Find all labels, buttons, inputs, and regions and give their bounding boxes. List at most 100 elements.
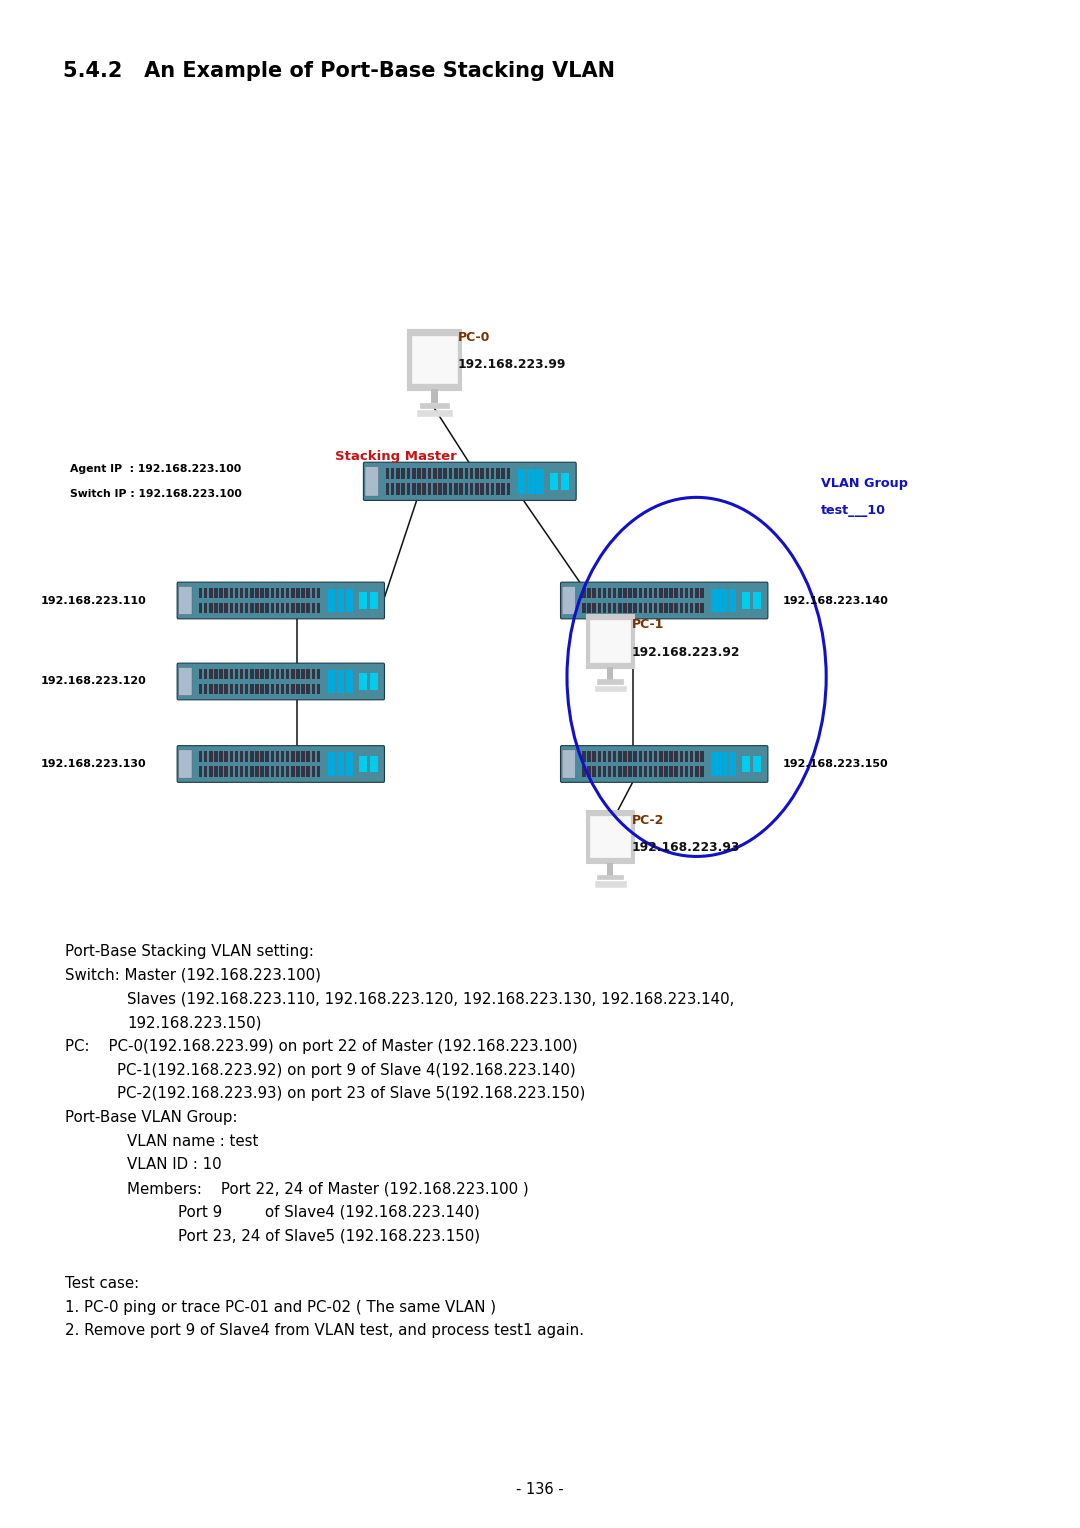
Bar [588, 766, 591, 776]
Bar [674, 752, 678, 762]
Bar [307, 602, 310, 613]
Bar [490, 468, 495, 480]
Bar [316, 683, 321, 694]
Bar [337, 752, 345, 776]
Bar [649, 588, 652, 599]
Text: PC-1(192.168.223.92) on port 9 of Slave 4(192.168.223.140): PC-1(192.168.223.92) on port 9 of Slave … [117, 1063, 576, 1077]
Bar [603, 588, 606, 599]
Bar [459, 483, 463, 495]
Bar [608, 588, 611, 599]
Bar [281, 766, 284, 776]
Bar [422, 483, 426, 495]
Bar [608, 602, 611, 613]
Bar [291, 602, 295, 613]
Bar [245, 766, 248, 776]
Bar [638, 752, 643, 762]
Bar [245, 683, 248, 694]
Bar [679, 752, 684, 762]
Bar [613, 588, 617, 599]
Bar [214, 766, 218, 776]
Bar [271, 683, 274, 694]
Bar [582, 588, 585, 599]
Bar [654, 752, 658, 762]
Bar [311, 602, 315, 613]
Bar [260, 669, 264, 680]
Bar [245, 669, 248, 680]
Bar [229, 669, 233, 680]
Bar [700, 602, 704, 613]
Bar [337, 669, 345, 694]
Bar [690, 752, 693, 762]
Bar [271, 669, 274, 680]
Bar [286, 752, 289, 762]
Bar [199, 669, 202, 680]
Bar [370, 672, 378, 689]
Bar [210, 602, 213, 613]
Bar [391, 483, 394, 495]
Bar [281, 602, 284, 613]
Bar [464, 468, 468, 480]
Bar [229, 683, 233, 694]
Bar [690, 588, 693, 599]
Bar [255, 669, 259, 680]
Bar [654, 588, 658, 599]
Bar [592, 602, 596, 613]
Text: PC-1: PC-1 [632, 617, 664, 631]
Bar [433, 483, 436, 495]
Bar [407, 483, 410, 495]
Bar [229, 766, 233, 776]
Bar [696, 752, 699, 762]
Bar [240, 669, 243, 680]
FancyBboxPatch shape [177, 746, 384, 782]
Bar [240, 683, 243, 694]
Bar [592, 752, 596, 762]
Bar [597, 752, 602, 762]
Bar [219, 669, 222, 680]
Bar [214, 602, 218, 613]
Text: - 136 -: - 136 - [516, 1482, 564, 1497]
Bar [396, 468, 400, 480]
Bar [346, 669, 353, 694]
Bar [386, 483, 389, 495]
FancyBboxPatch shape [178, 587, 192, 614]
Bar [679, 766, 684, 776]
Bar [644, 766, 647, 776]
Bar [618, 602, 622, 613]
Bar [613, 766, 617, 776]
Bar [255, 588, 259, 599]
Bar [275, 752, 280, 762]
Bar [370, 756, 378, 772]
Bar [291, 588, 295, 599]
Bar [359, 756, 366, 772]
Bar [249, 752, 254, 762]
Bar [670, 752, 673, 762]
Bar [674, 766, 678, 776]
Bar [275, 588, 280, 599]
Bar [679, 588, 684, 599]
Bar [459, 468, 463, 480]
Text: Test case:: Test case: [65, 1276, 139, 1291]
Bar [664, 588, 667, 599]
Bar [214, 683, 218, 694]
Bar [234, 683, 239, 694]
Bar [229, 588, 233, 599]
FancyBboxPatch shape [561, 582, 768, 619]
Text: 192.168.223.130: 192.168.223.130 [41, 759, 147, 769]
Bar [475, 468, 478, 480]
Bar [301, 766, 305, 776]
Text: Port-Base VLAN Group:: Port-Base VLAN Group: [65, 1109, 238, 1125]
Bar [444, 468, 447, 480]
Bar [588, 752, 591, 762]
Bar [225, 588, 228, 599]
Text: Port 23, 24 of Slave5 (192.168.223.150): Port 23, 24 of Slave5 (192.168.223.150) [178, 1229, 481, 1244]
Bar [402, 468, 405, 480]
Bar [422, 468, 426, 480]
Bar [275, 602, 280, 613]
Bar [214, 752, 218, 762]
Text: 192.168.223.150: 192.168.223.150 [783, 759, 889, 769]
Bar [623, 588, 626, 599]
Bar [260, 588, 264, 599]
Text: 192.168.223.110: 192.168.223.110 [41, 596, 147, 605]
Bar [311, 766, 315, 776]
Bar [307, 766, 310, 776]
